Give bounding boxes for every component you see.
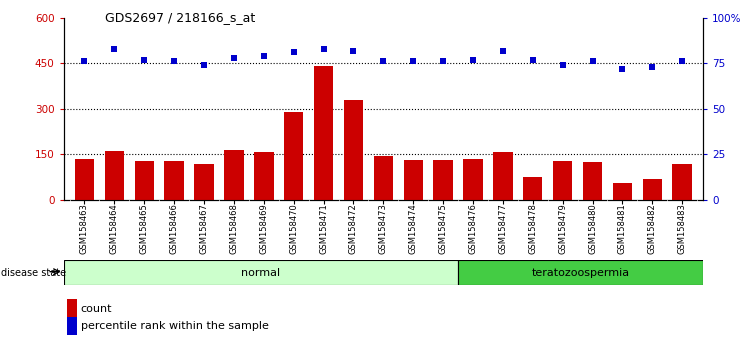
Text: disease state: disease state [1,268,66,278]
Bar [553,160,572,200]
Point [198,62,210,68]
Text: count: count [81,304,112,314]
Text: GSM158480: GSM158480 [588,203,597,254]
Point [258,53,270,59]
Point [318,46,330,52]
Bar [403,160,423,200]
Point [108,46,120,52]
Text: GSM158479: GSM158479 [558,203,567,254]
Bar [643,179,662,200]
Bar [224,150,244,200]
Point [288,50,300,55]
Text: GSM158467: GSM158467 [200,203,209,254]
Text: GSM158463: GSM158463 [80,203,89,254]
Point [646,64,658,70]
Text: GSM158482: GSM158482 [648,203,657,254]
Bar [254,152,274,200]
Text: GSM158464: GSM158464 [110,203,119,254]
Text: GSM158468: GSM158468 [230,203,239,254]
Bar [458,260,703,285]
Bar [583,162,602,200]
Bar [284,112,304,200]
Text: GSM158474: GSM158474 [408,203,417,254]
Bar [165,161,184,200]
Text: GSM158475: GSM158475 [438,203,447,254]
Point [586,59,598,64]
Text: teratozoospermia: teratozoospermia [532,268,630,278]
Text: normal: normal [242,268,280,278]
Point [79,59,91,64]
Point [138,57,150,62]
Bar [105,151,124,200]
Bar [374,156,393,200]
Bar [75,159,94,200]
Text: percentile rank within the sample: percentile rank within the sample [81,321,269,331]
Text: GSM158470: GSM158470 [289,203,298,254]
Point [377,59,389,64]
Point [407,59,419,64]
Bar [135,160,154,200]
Bar [433,160,453,200]
Bar [672,164,692,200]
Bar [493,152,512,200]
Bar [194,164,214,200]
Point [437,59,449,64]
Point [168,59,180,64]
Text: GSM158477: GSM158477 [498,203,507,254]
Point [228,55,240,61]
Point [497,48,509,53]
Text: GSM158476: GSM158476 [468,203,477,254]
Bar [314,66,334,200]
Point [527,57,539,62]
Text: GSM158465: GSM158465 [140,203,149,254]
Text: GSM158466: GSM158466 [170,203,179,254]
Text: GSM158471: GSM158471 [319,203,328,254]
Text: GSM158473: GSM158473 [378,203,388,254]
Text: GSM158472: GSM158472 [349,203,358,254]
Point [676,59,688,64]
Bar [613,183,632,200]
Text: GSM158483: GSM158483 [678,203,687,254]
Text: GDS2697 / 218166_s_at: GDS2697 / 218166_s_at [105,11,255,24]
Text: GSM158469: GSM158469 [260,203,269,254]
Point [348,48,360,53]
Bar [64,260,458,285]
Point [557,62,568,68]
Bar [463,159,482,200]
Point [616,66,628,72]
Point [467,57,479,62]
Bar [344,100,364,200]
Bar [523,177,542,200]
Text: GSM158481: GSM158481 [618,203,627,254]
Text: GSM158478: GSM158478 [528,203,537,254]
